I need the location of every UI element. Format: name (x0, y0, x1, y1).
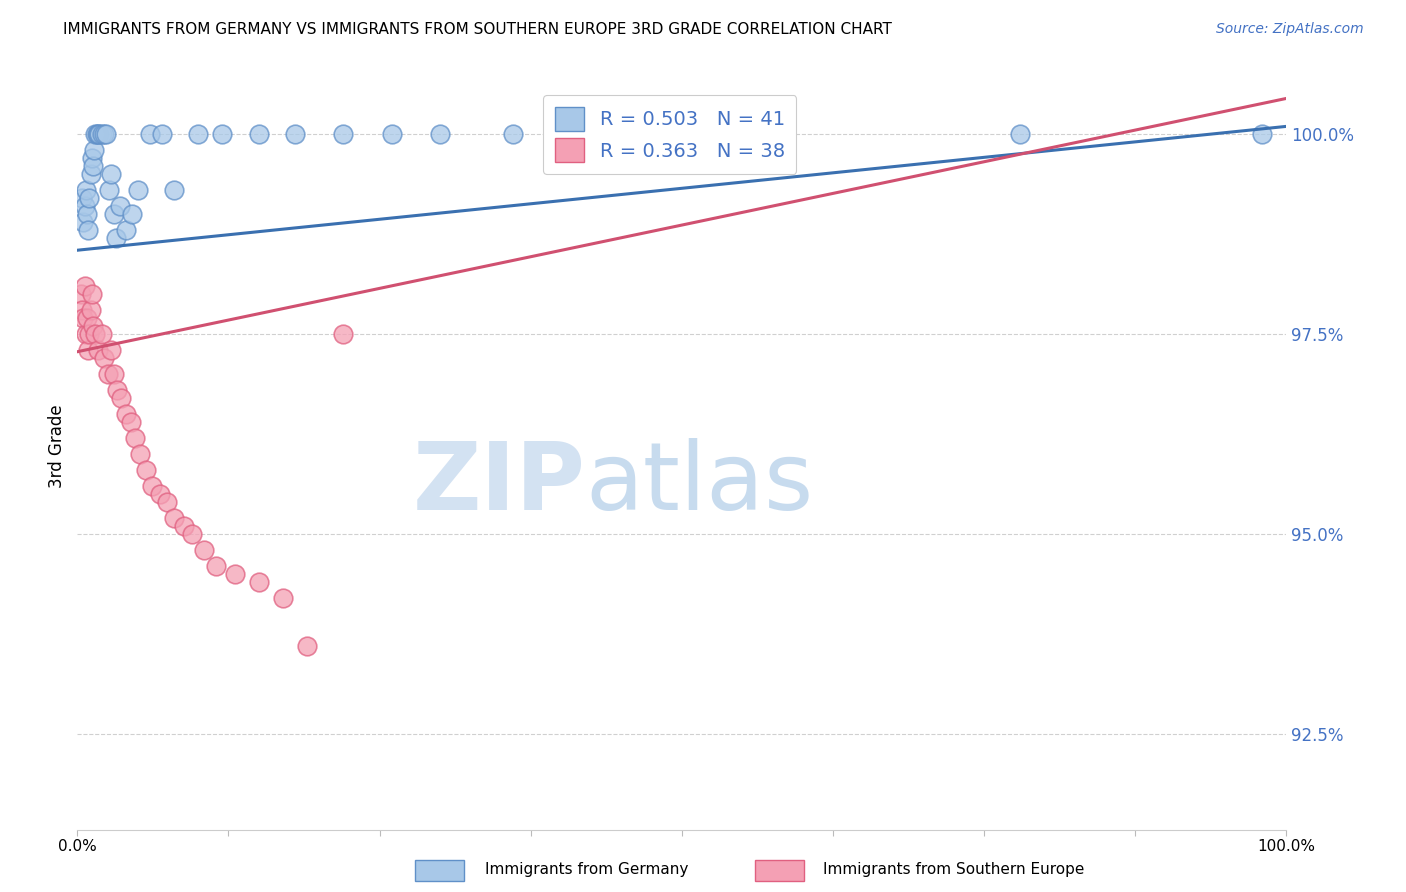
Point (574, 128, 596, 142)
Point (73, 199, 96, 213)
Point (75, 183, 97, 197)
Point (93, 128, 115, 142)
Point (79, 191, 101, 205)
Point (332, 128, 354, 142)
Point (163, 511, 186, 525)
Point (135, 463, 157, 477)
Point (72, 311, 94, 326)
Text: IMMIGRANTS FROM GERMANY VS IMMIGRANTS FROM SOUTHERN EUROPE 3RD GRADE CORRELATION: IMMIGRANTS FROM GERMANY VS IMMIGRANTS FR… (63, 22, 893, 37)
Text: ZIP: ZIP (412, 438, 585, 531)
Point (121, 207, 143, 221)
Point (105, 231, 128, 245)
Point (103, 367, 125, 381)
Point (141, 479, 163, 493)
Point (70, 303, 93, 318)
Point (79, 167, 101, 181)
Point (72, 215, 94, 229)
Point (1010, 128, 1032, 142)
Point (108, 199, 131, 213)
Point (127, 183, 149, 197)
Point (295, 639, 318, 653)
Point (70, 287, 93, 301)
Point (77, 223, 100, 237)
Text: Immigrants from Germany: Immigrants from Germany (485, 863, 689, 877)
Point (139, 128, 162, 142)
Point (173, 519, 195, 533)
Point (100, 343, 122, 358)
Point (80, 287, 103, 301)
Point (84, 128, 107, 142)
Text: Source: ZipAtlas.com: Source: ZipAtlas.com (1216, 22, 1364, 37)
Point (86, 128, 108, 142)
Point (87, 128, 110, 142)
Point (90, 327, 112, 342)
Point (76, 311, 98, 326)
Point (695, 128, 717, 142)
Point (90, 128, 112, 142)
Point (79, 327, 101, 342)
Point (80, 151, 103, 165)
Legend: R = 0.503   N = 41, R = 0.363   N = 38: R = 0.503 N = 41, R = 0.363 N = 38 (543, 95, 796, 174)
Point (163, 183, 186, 197)
Point (84, 327, 107, 342)
Point (150, 128, 173, 142)
Point (381, 128, 404, 142)
Point (77, 343, 100, 358)
Point (129, 447, 152, 461)
Point (211, 128, 233, 142)
Point (105, 383, 128, 397)
Point (284, 128, 307, 142)
Point (79, 303, 101, 318)
Point (96, 128, 118, 142)
Point (187, 128, 209, 142)
Point (83, 144, 105, 158)
Point (120, 415, 142, 429)
Point (205, 558, 228, 573)
Point (103, 207, 125, 221)
Point (124, 431, 146, 445)
Point (82, 319, 104, 334)
Y-axis label: 3rd Grade: 3rd Grade (48, 404, 66, 488)
Point (87, 343, 110, 358)
Point (73, 279, 96, 293)
Point (156, 495, 179, 509)
Point (97, 183, 120, 197)
Point (247, 128, 270, 142)
Point (87, 128, 110, 142)
Point (96, 367, 118, 381)
Point (75, 327, 97, 342)
Point (1251, 128, 1274, 142)
Point (70, 191, 93, 205)
Point (502, 128, 524, 142)
Point (76, 207, 98, 221)
Point (429, 128, 451, 142)
Point (332, 327, 354, 342)
Point (193, 542, 215, 557)
Point (114, 223, 136, 237)
Point (110, 391, 132, 405)
Text: 100.0%: 100.0% (1257, 839, 1316, 855)
Point (247, 574, 270, 589)
Point (100, 167, 122, 181)
Point (82, 159, 104, 173)
Text: Immigrants from Southern Europe: Immigrants from Southern Europe (823, 863, 1084, 877)
Point (181, 527, 204, 541)
Point (224, 566, 246, 581)
Point (148, 487, 170, 501)
Text: 0.0%: 0.0% (58, 839, 97, 855)
Point (271, 591, 294, 605)
Point (93, 351, 115, 365)
Text: atlas: atlas (585, 438, 814, 531)
Point (114, 407, 136, 421)
